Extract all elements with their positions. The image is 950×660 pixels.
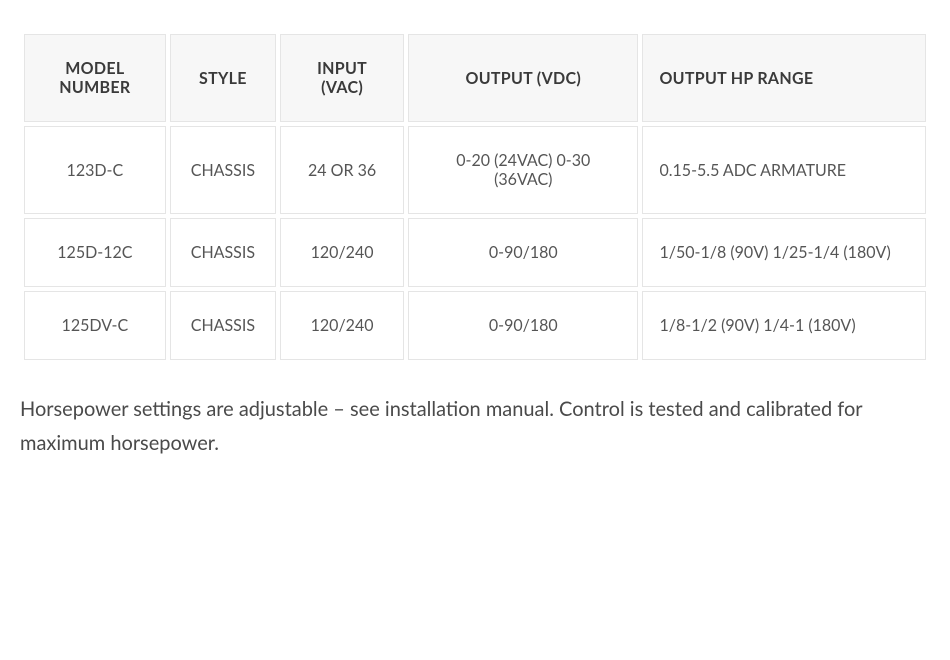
table-row: 125D-12C CHASSIS 120/240 0-90/180 1/50-1… — [24, 218, 926, 287]
cell-output-vdc: 0-20 (24VAC) 0-30 (36VAC) — [408, 126, 638, 214]
column-header-output-hp: OUTPUT HP RANGE — [642, 34, 926, 122]
cell-model: 125DV-C — [24, 291, 166, 360]
footnote-text: Horsepower settings are adjustable – see… — [20, 392, 930, 460]
cell-output-hp: 0.15-5.5 ADC ARMATURE — [642, 126, 926, 214]
column-header-model: MODEL NUMBER — [24, 34, 166, 122]
cell-style: CHASSIS — [170, 218, 276, 287]
table-body: 123D-C CHASSIS 24 OR 36 0-20 (24VAC) 0-3… — [24, 126, 926, 360]
spec-table: MODEL NUMBER STYLE INPUT (VAC) OUTPUT (V… — [20, 30, 930, 364]
cell-output-vdc: 0-90/180 — [408, 218, 638, 287]
cell-style: CHASSIS — [170, 126, 276, 214]
cell-input: 120/240 — [280, 291, 404, 360]
table-row: 123D-C CHASSIS 24 OR 36 0-20 (24VAC) 0-3… — [24, 126, 926, 214]
cell-model: 125D-12C — [24, 218, 166, 287]
table-row: 125DV-C CHASSIS 120/240 0-90/180 1/8-1/2… — [24, 291, 926, 360]
cell-output-hp: 1/8-1/2 (90V) 1/4-1 (180V) — [642, 291, 926, 360]
cell-output-hp: 1/50-1/8 (90V) 1/25-1/4 (180V) — [642, 218, 926, 287]
cell-style: CHASSIS — [170, 291, 276, 360]
column-header-output-vdc: OUTPUT (VDC) — [408, 34, 638, 122]
column-header-style: STYLE — [170, 34, 276, 122]
cell-input: 24 OR 36 — [280, 126, 404, 214]
cell-output-vdc: 0-90/180 — [408, 291, 638, 360]
cell-input: 120/240 — [280, 218, 404, 287]
table-header: MODEL NUMBER STYLE INPUT (VAC) OUTPUT (V… — [24, 34, 926, 122]
column-header-input: INPUT (VAC) — [280, 34, 404, 122]
spec-table-wrapper: MODEL NUMBER STYLE INPUT (VAC) OUTPUT (V… — [20, 30, 930, 364]
cell-model: 123D-C — [24, 126, 166, 214]
